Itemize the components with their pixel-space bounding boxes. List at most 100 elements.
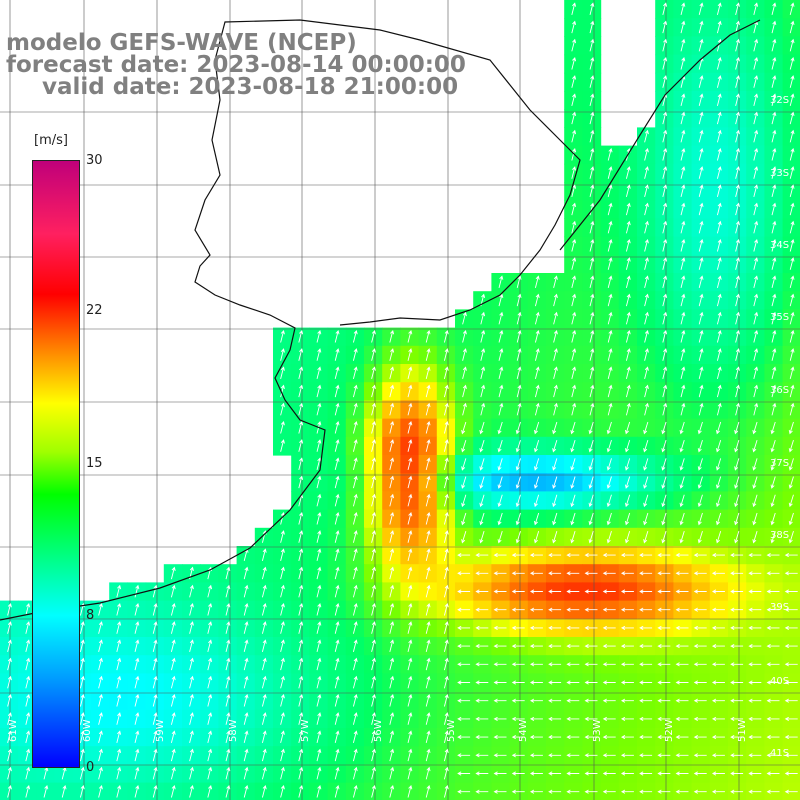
wind-arrow [493,644,507,649]
wind-arrow [425,621,431,634]
wind-arrow [566,644,580,649]
wind-arrow [443,366,449,380]
wind-arrow [371,748,376,762]
wind-arrow [753,202,759,216]
title-valid-date: valid date: 2023-08-18 21:00:00 [42,74,459,100]
wind-arrow [280,420,285,434]
wind-arrow [493,607,507,612]
wind-arrow [79,675,85,689]
wind-arrow [789,329,795,343]
wind-arrow [334,439,340,452]
wind-arrow [607,293,613,307]
wind-arrow [566,662,580,667]
wind-arrow [207,657,213,671]
wind-arrow [566,589,580,594]
wind-arrow [443,748,449,762]
wind-arrow [661,531,667,544]
wind-arrow [389,420,395,434]
wind-arrow [766,589,780,594]
wind-arrow [389,348,395,361]
wind-arrow [352,366,358,380]
wind-arrow [680,293,686,307]
wind-arrow [98,657,103,671]
wind-arrow [152,602,158,616]
wind-arrow [316,475,322,489]
wind-arrow [511,589,525,594]
wind-arrow [748,789,762,794]
wind-arrow [457,698,471,703]
wind-arrow [352,348,358,361]
wind-arrow [389,329,395,343]
wind-arrow [675,644,689,649]
wind-arrow [243,639,249,653]
lat-label-39s: 39S [770,602,790,613]
wind-arrow [225,766,231,780]
wind-arrow [493,680,507,685]
wind-arrow [207,693,213,707]
wind-arrow [675,571,689,576]
wind-arrow [771,93,777,107]
wind-arrow [571,348,577,361]
wind-arrow [602,735,616,740]
colorbar-tick-22: 22 [86,303,103,318]
wind-arrow [493,789,507,794]
wind-arrow [389,602,395,616]
wind-arrow [371,693,376,707]
wind-arrow [766,753,780,758]
wind-arrow [657,607,671,612]
wind-arrow [352,730,358,744]
wind-arrow [516,293,522,307]
wind-arrow [789,38,795,52]
wind-arrow [711,771,725,776]
wind-arrow [479,458,485,471]
wind-arrow [566,789,580,794]
wind-arrow [589,329,595,343]
wind-arrow [475,662,489,667]
wind-arrow [711,553,725,558]
wind-arrow [462,348,467,361]
wind-arrow [25,657,31,671]
wind-arrow [462,329,467,343]
wind-arrow [371,657,376,671]
wind-arrow [334,766,340,780]
wind-arrow [511,644,525,649]
wind-arrow [280,639,285,653]
wind-arrow [735,220,740,234]
wind-arrow [443,693,449,707]
wind-arrow [371,530,376,543]
wind-arrow [730,553,744,558]
wind-arrow [589,111,595,125]
wind-arrow [443,329,449,343]
wind-arrow [644,238,649,252]
wind-arrow [588,531,594,544]
wind-arrow [280,584,285,598]
wind-arrow [533,512,540,526]
wind-arrow [716,184,722,198]
wind-arrow [529,771,543,776]
wind-arrow [602,553,616,558]
wind-arrow [116,712,122,725]
wind-arrow [152,712,158,725]
wind-arrow [734,531,740,544]
wind-arrow [298,657,304,671]
wind-arrow [753,38,759,52]
wind-arrow [607,220,613,234]
wind-arrow [711,753,725,758]
wind-arrow [766,644,780,649]
wind-arrow [620,589,634,594]
wind-arrow [584,680,598,685]
wind-arrow [675,753,689,758]
wind-arrow [511,553,525,558]
wind-arrow [534,275,540,289]
wind-arrow [753,402,759,416]
wind-arrow [225,675,231,689]
wind-arrow [584,716,598,721]
wind-arrow [584,589,598,594]
wind-arrow [516,348,522,361]
wind-arrow [207,766,213,780]
wind-arrow [443,784,449,798]
wind-arrow [407,675,413,689]
wind-arrow [589,275,595,289]
wind-arrow [553,275,558,289]
wind-arrow [207,584,213,598]
